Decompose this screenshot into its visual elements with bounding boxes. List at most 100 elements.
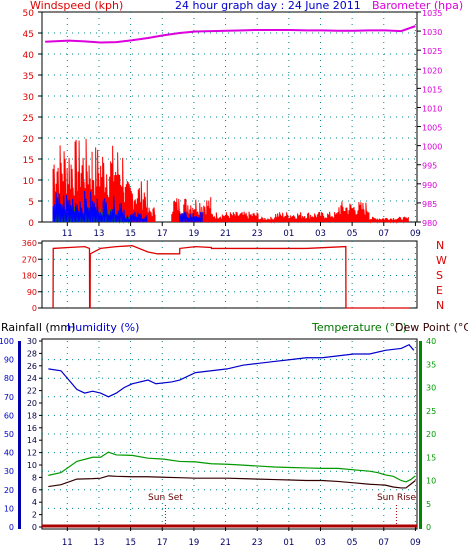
humidity-series-line bbox=[48, 343, 415, 398]
temp-x-tick-label: 09 bbox=[410, 538, 421, 548]
wind-x-tick-label: 03 bbox=[315, 229, 326, 239]
barometer-tick-label: 980 bbox=[422, 219, 437, 228]
compass-label: S bbox=[436, 269, 443, 282]
wind-tick-label: 50 bbox=[23, 9, 35, 19]
temperature-axis-bar bbox=[419, 341, 422, 529]
humidity-tick-label: 80 bbox=[4, 374, 14, 383]
rainfall-tick-label: 6 bbox=[32, 486, 37, 495]
wind-tick-label: 40 bbox=[23, 51, 35, 61]
wind-x-tick-label: 13 bbox=[94, 229, 105, 239]
temperature-tick-label: 5 bbox=[426, 500, 431, 509]
humidity-tick-label: 10 bbox=[4, 504, 14, 513]
wind-average-series bbox=[92, 195, 125, 223]
wind-x-tick-label: 17 bbox=[157, 229, 168, 239]
compass-label: E bbox=[436, 284, 443, 297]
temperature-y-axis: 0 5 10 15 20 25 30 35 40 bbox=[426, 337, 436, 532]
temp-x-tick-label: 03 bbox=[315, 538, 326, 548]
barometer-tick-label: 995 bbox=[422, 162, 437, 171]
barometer-y-axis: 980 985 990 995 1000 1005 1010 1015 1020 1025 1030… bbox=[417, 9, 442, 228]
humidity-tick-label: 40 bbox=[4, 449, 14, 458]
humidity-tick-label: 100 bbox=[0, 337, 14, 346]
temp-x-tick-label: 05 bbox=[347, 538, 358, 548]
temperature-tick-label: 15 bbox=[426, 453, 436, 462]
barometer-tick-label: 1025 bbox=[422, 47, 442, 56]
rainfall-tick-label: 0 bbox=[32, 523, 37, 532]
temperature-series-line bbox=[48, 451, 416, 483]
humidity-tick-label: 70 bbox=[4, 393, 14, 402]
barometer-tick-label: 1015 bbox=[422, 85, 442, 94]
rainfall-tick-label: 30 bbox=[27, 337, 37, 346]
barometer-tick-label: 1010 bbox=[422, 104, 442, 113]
barometer-tick-label: 985 bbox=[422, 200, 437, 209]
barometer-series-line bbox=[45, 25, 416, 44]
compass-label: W bbox=[436, 254, 447, 267]
direction-panel-border bbox=[41, 240, 418, 309]
rainfall-tick-label: 4 bbox=[32, 498, 37, 507]
direction-tick-label: 0 bbox=[32, 304, 37, 313]
temp-x-tick-label: 19 bbox=[188, 538, 199, 548]
direction-tick-label: 180 bbox=[22, 272, 37, 281]
wind-gust-series bbox=[234, 211, 259, 223]
wind-gust-series bbox=[384, 216, 409, 224]
rainfall-tick-label: 12 bbox=[27, 449, 37, 458]
temp-x-tick-label: 21 bbox=[220, 538, 231, 548]
wind-gust-series bbox=[210, 212, 235, 223]
wind-y-axis: 0 5 10 15 20 25 30 35 40 45 50 bbox=[23, 9, 42, 229]
humidity-tick-label: 50 bbox=[4, 430, 14, 439]
wind-average-series bbox=[123, 211, 148, 223]
humidity-y-axis: 0 10 20 30 40 50 60 70 80 90 100 bbox=[0, 337, 14, 532]
temp-x-tick-label: 13 bbox=[94, 538, 105, 548]
wind-tick-label: 10 bbox=[23, 177, 35, 187]
barometer-tick-label: 1030 bbox=[422, 28, 442, 37]
wind-gust-series bbox=[258, 216, 275, 224]
direction-tick-label: 90 bbox=[27, 288, 37, 297]
barometer-tick-label: 1000 bbox=[422, 143, 442, 152]
temp-x-axis: 11 13 15 17 19 21 23 01 03 05 07 09 bbox=[62, 527, 421, 548]
wind-average-series bbox=[52, 190, 93, 223]
compass-label: N bbox=[436, 239, 444, 252]
wind-gust-series bbox=[369, 216, 386, 224]
humidity-tick-label: 60 bbox=[4, 411, 14, 420]
wind-gust-series bbox=[92, 145, 125, 223]
rainfall-tick-label: 10 bbox=[27, 461, 37, 470]
temperature-tick-label: 40 bbox=[426, 337, 436, 346]
wind-x-tick-label: 11 bbox=[62, 229, 73, 239]
barometer-tick-label: 1005 bbox=[422, 124, 442, 133]
humidity-axis-label: Humidity (%) bbox=[67, 321, 139, 334]
humidity-tick-label: 0 bbox=[9, 523, 14, 532]
temp-x-tick-label: 07 bbox=[378, 538, 389, 548]
wind-x-tick-label: 23 bbox=[252, 229, 263, 239]
wind-average-series bbox=[179, 211, 203, 223]
wind-x-tick-label: 05 bbox=[347, 229, 358, 239]
compass-label: N bbox=[436, 299, 444, 312]
rainfall-tick-label: 26 bbox=[27, 362, 37, 371]
temp-x-tick-label: 23 bbox=[252, 538, 263, 548]
rainfall-tick-label: 20 bbox=[27, 399, 37, 408]
barometer-tick-label: 990 bbox=[422, 181, 437, 190]
barometer-tick-label: 1020 bbox=[422, 66, 442, 75]
rainfall-tick-label: 18 bbox=[27, 411, 37, 420]
temp-x-tick-label: 11 bbox=[62, 538, 73, 548]
direction-tick-label: 270 bbox=[22, 255, 37, 264]
rainfall-tick-label: 22 bbox=[27, 387, 37, 396]
temperature-axis-label: Temperature (°C) bbox=[311, 321, 407, 334]
rainfall-tick-label: 8 bbox=[32, 473, 37, 482]
wind-gust-series bbox=[171, 197, 212, 223]
temperature-tick-label: 20 bbox=[426, 430, 436, 439]
direction-tick-label: 360 bbox=[22, 239, 37, 248]
wind-x-tick-label: 21 bbox=[220, 229, 231, 239]
temp-x-tick-label: 15 bbox=[125, 538, 136, 548]
rainfall-axis-label: Rainfall (mm) bbox=[1, 321, 75, 334]
chart-title: 24 hour graph day : 24 June 2011 bbox=[175, 0, 361, 12]
wind-tick-label: 25 bbox=[23, 114, 34, 124]
barometer-axis-label: Barometer (hpa) bbox=[372, 0, 463, 12]
dewpoint-series-line bbox=[48, 475, 416, 489]
wind-series bbox=[52, 138, 409, 224]
rainfall-tick-label: 24 bbox=[27, 374, 37, 383]
wind-x-tick-label: 19 bbox=[188, 229, 199, 239]
temp-panel-grid bbox=[42, 341, 417, 527]
